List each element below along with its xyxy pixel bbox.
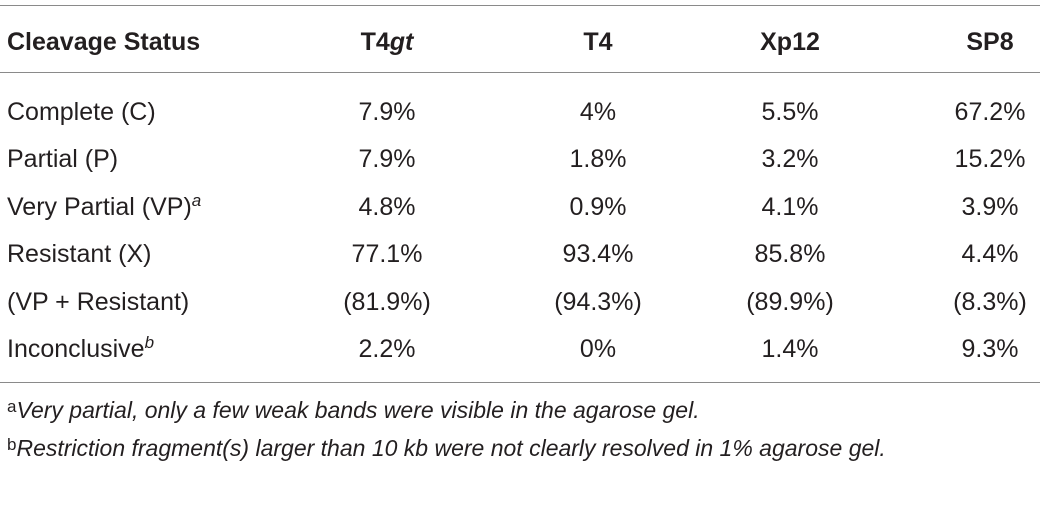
cell-value: 4.8% (358, 192, 416, 221)
rule (0, 72, 1040, 73)
cell-value: (89.9%) (746, 287, 834, 316)
column-header: Xp12 (760, 27, 820, 57)
cell-value: 1.4% (761, 335, 819, 363)
cell-value: 1.8% (569, 145, 627, 174)
cell-value: (94.3%) (554, 287, 642, 316)
cell-value: 3.2% (761, 145, 819, 174)
row-label-text: (VP + Resistant) (7, 287, 190, 316)
cell-value: (81.9%) (343, 287, 431, 316)
cell-value: (8.3%) (953, 287, 1027, 316)
cell-value: 4.4% (961, 240, 1019, 269)
header-italic: gt (389, 28, 414, 56)
row-label: Very Partial (VP)a (7, 192, 201, 222)
footnote-mark: b (7, 435, 17, 454)
footnote-mark: a (191, 190, 202, 210)
column-header: T4 (583, 27, 612, 57)
row-label-text: Very Partial (VP) (7, 192, 192, 221)
cell-value: 4% (579, 98, 617, 126)
row-label: (VP + Resistant) (7, 287, 189, 317)
column-header: Cleavage Status (7, 27, 200, 57)
header-text: Xp12 (760, 28, 820, 56)
cell-value: 5.5% (761, 98, 819, 126)
column-header: T4gt (361, 27, 414, 57)
row-label: Complete (C) (7, 97, 156, 127)
header-text: T4 (583, 28, 613, 56)
cell-value: 3.9% (961, 192, 1019, 221)
cell-value: 4.1% (761, 192, 819, 221)
footnote: aVery partial, only a few weak bands wer… (7, 392, 1033, 428)
rule (0, 5, 1040, 6)
cell-value: 67.2% (954, 98, 1026, 126)
cell-value: 7.9% (358, 145, 416, 174)
cell-value: 0% (579, 335, 617, 363)
cell-value: 77.1% (351, 240, 423, 269)
cell-value: 93.4% (562, 240, 634, 269)
footnote-text: Very partial, only a few weak bands were… (16, 397, 700, 423)
row-label-text: Resistant (X) (7, 240, 152, 269)
row-label-text: Complete (C) (7, 98, 156, 126)
cell-value: 7.9% (358, 98, 416, 126)
row-label-text: Inconclusive (7, 335, 145, 363)
header-text: T4 (360, 28, 390, 56)
column-header: SP8 (966, 27, 1013, 57)
footnote-text: Restriction fragment(s) larger than 10 k… (16, 435, 886, 461)
rule (0, 382, 1040, 383)
footnote-mark: b (144, 333, 155, 352)
footnote: bRestriction fragment(s) larger than 10 … (7, 430, 1033, 466)
cell-value: 2.2% (358, 335, 416, 363)
cell-value: 85.8% (754, 240, 826, 269)
row-label: Resistant (X) (7, 239, 151, 269)
cell-value: 0.9% (569, 192, 627, 221)
row-label: Inconclusiveb (7, 334, 154, 364)
cell-value: 9.3% (961, 335, 1019, 363)
row-label-text: Partial (P) (7, 145, 119, 174)
footnote-mark: a (7, 397, 17, 416)
header-text: Cleavage Status (7, 28, 201, 56)
cell-value: 15.2% (954, 145, 1026, 174)
row-label: Partial (P) (7, 144, 118, 174)
header-text: SP8 (966, 28, 1014, 56)
